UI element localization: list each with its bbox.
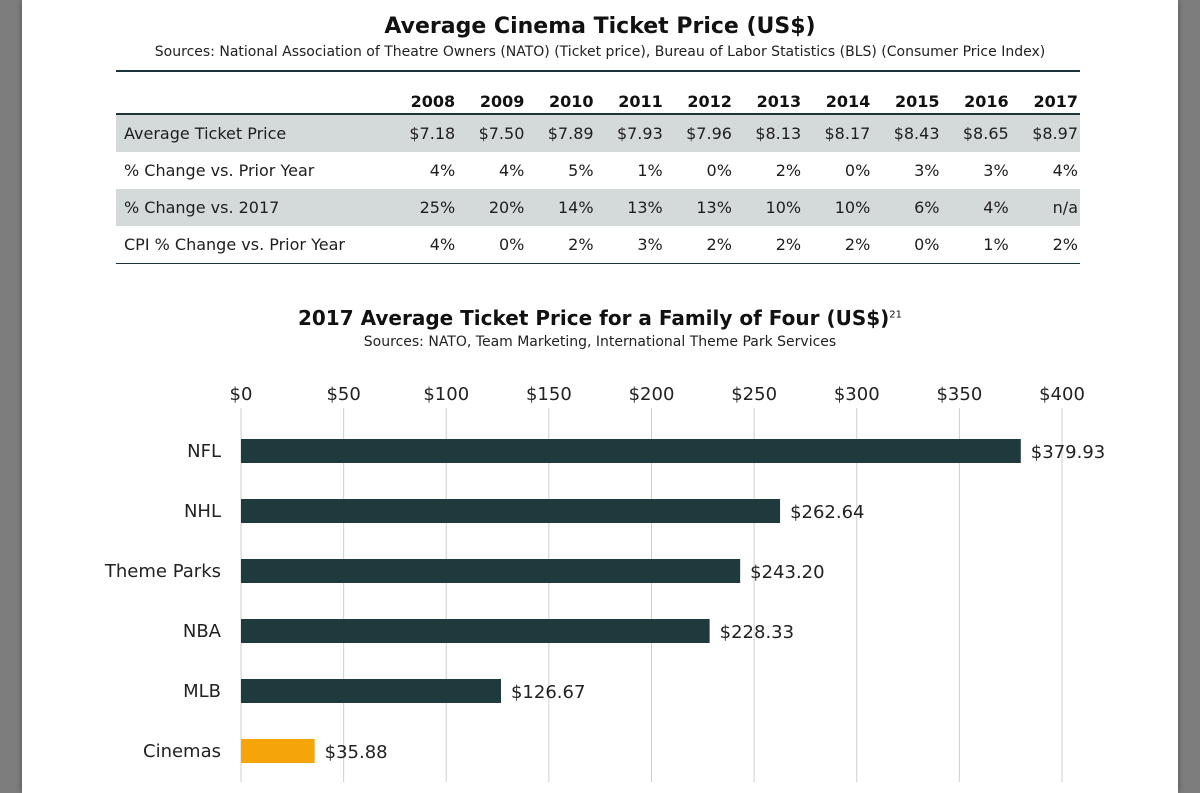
value-label: $35.88 (325, 742, 388, 763)
table-cell: 0% (706, 161, 732, 180)
table-row-cpi-change: CPI % Change vs. Prior Year 4% 0% 2% 3% … (116, 226, 1080, 264)
footnote-marker: 21 (889, 309, 903, 321)
table-cell: 3% (983, 161, 1009, 180)
bar (241, 739, 315, 763)
table-cell: 1% (941, 226, 1011, 264)
table-cell: $8.97 (1010, 114, 1080, 152)
table-cell: 13% (595, 189, 665, 226)
x-tick-label: $100 (423, 384, 469, 405)
table-cell: $7.18 (388, 114, 458, 152)
bar (241, 619, 710, 643)
table-cell: 2% (775, 161, 802, 180)
category-label: Theme Parks (104, 561, 221, 582)
category-label: NHL (184, 501, 221, 522)
table-cell: 2% (733, 226, 804, 264)
year-header: 2014 (803, 89, 873, 115)
table-cell: $8.13 (733, 114, 804, 152)
table-cell: $8.17 (803, 114, 873, 152)
bar (241, 679, 501, 703)
category-label: MLB (183, 681, 221, 702)
x-tick-label: $350 (936, 384, 982, 405)
table-cell: $7.50 (457, 114, 527, 152)
table-cell: 10% (733, 189, 804, 226)
chart-title: 2017 Average Ticket Price for a Family o… (0, 306, 1200, 330)
table-cell: 5% (568, 161, 594, 180)
year-header: 2011 (595, 89, 665, 115)
year-header: 2009 (457, 89, 527, 115)
value-label: $379.93 (1031, 442, 1105, 463)
table-cell: 6% (872, 189, 942, 226)
table-row-average-price: Average Ticket Price $7.18 $7.50 $7.89 $… (116, 114, 1080, 152)
bar (241, 559, 741, 583)
chart-title-text: 2017 Average Ticket Price for a Family o… (297, 306, 890, 330)
table-cell: 4% (429, 161, 456, 180)
table-cell: 2% (803, 226, 873, 264)
x-tick-label: $400 (1039, 384, 1085, 405)
table-cell: $7.93 (595, 114, 665, 152)
year-header: 2015 (872, 89, 942, 115)
table-cell: 3% (914, 161, 940, 180)
table-header-row: 2008 2009 2010 2011 2012 2013 2014 2015 … (116, 89, 1080, 115)
row-label: CPI % Change vs. Prior Year (116, 226, 388, 264)
table-row-change-vs-2017: % Change vs. 2017 25% 20% 14% 13% 13% 10… (116, 189, 1080, 226)
x-tick-label: $50 (326, 384, 360, 405)
table-cell: $8.43 (872, 114, 942, 152)
header-corner (116, 89, 388, 115)
table-cell: 4% (941, 189, 1011, 226)
table-cell: $7.89 (526, 114, 596, 152)
value-label: $228.33 (720, 622, 794, 643)
table-cell: 0% (872, 226, 942, 264)
table-sources: Sources: National Association of Theatre… (154, 44, 1046, 60)
bar (241, 499, 781, 523)
table-cell: 2% (664, 226, 734, 264)
category-label: Cinemas (143, 741, 221, 762)
table-cell: 3% (595, 226, 665, 264)
x-tick-label: $0 (230, 384, 253, 405)
table-cell: n/a (1010, 189, 1080, 226)
value-label: $262.64 (790, 502, 864, 523)
category-label: NFL (187, 441, 221, 462)
chart-sources: Sources: NATO, Team Marketing, Internati… (363, 334, 837, 350)
year-header: 2013 (733, 89, 804, 115)
table-cell: 25% (388, 189, 458, 226)
year-header: 2016 (941, 89, 1011, 115)
table-cell: 0% (844, 161, 871, 180)
table-cell: 14% (526, 189, 596, 226)
table-cell: 13% (664, 189, 734, 226)
family-ticket-bar-chart: $0 $50 $100 $150 $200 $250 $300 $350 $400 NFL $379… (104, 384, 1105, 782)
value-label: $243.20 (750, 562, 824, 583)
row-label: % Change vs. Prior Year (124, 161, 315, 180)
table-title: Average Cinema Ticket Price (US$) (384, 14, 816, 39)
table-cell: 4% (388, 226, 458, 264)
table-top-rule (116, 70, 1080, 72)
table-cell: 20% (457, 189, 527, 226)
year-header: 2012 (664, 89, 734, 115)
table-cell: $7.96 (664, 114, 734, 152)
table-cell: 0% (457, 226, 527, 264)
year-header: 2017 (1010, 89, 1080, 115)
value-label: $126.67 (511, 682, 585, 703)
x-tick-label: $150 (526, 384, 572, 405)
category-label: NBA (183, 621, 222, 642)
table-cell: $8.65 (941, 114, 1011, 152)
year-header: 2008 (388, 89, 458, 115)
x-tick-label: $250 (731, 384, 777, 405)
x-tick-label: $300 (834, 384, 880, 405)
table-cell: 4% (1052, 161, 1078, 180)
table-cell: 1% (637, 161, 663, 180)
table-cell: 2% (1010, 226, 1080, 264)
bar (241, 439, 1021, 463)
row-label: Average Ticket Price (116, 114, 388, 152)
row-label: % Change vs. 2017 (116, 189, 388, 226)
table-cell: 2% (526, 226, 596, 264)
table-row-change-prior-year: % Change vs. Prior Year 4% 4% 5% 1% 0% 2… (116, 152, 1080, 189)
table-cell: 10% (803, 189, 873, 226)
year-header: 2010 (526, 89, 596, 115)
x-tick-label: $200 (629, 384, 675, 405)
table-cell: 4% (498, 161, 525, 180)
ticket-price-table: 2008 2009 2010 2011 2012 2013 2014 2015 … (116, 89, 1080, 264)
